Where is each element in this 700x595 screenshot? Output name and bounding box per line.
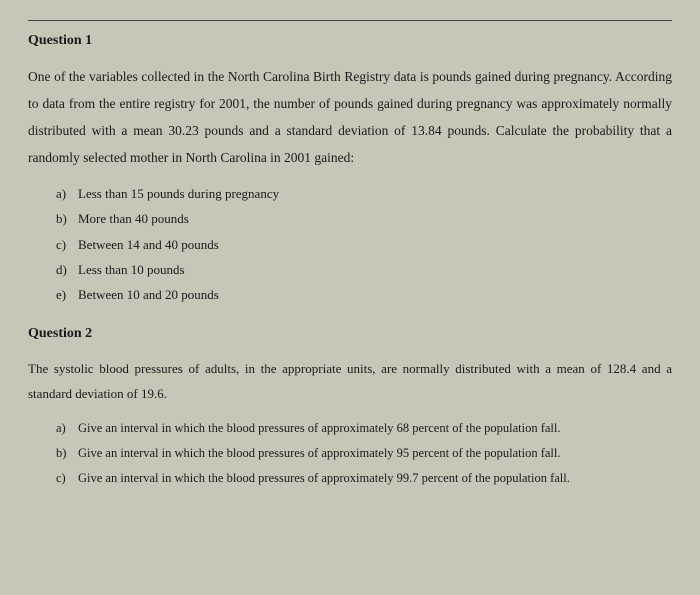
list-item: a) Give an interval in which the blood p… <box>56 416 672 441</box>
question-2-heading: Question 2 <box>28 326 672 342</box>
list-item: b) More than 40 pounds <box>56 206 672 231</box>
question-1-heading: Question 1 <box>28 33 672 49</box>
item-label: b) <box>56 206 78 231</box>
item-text: Give an interval in which the blood pres… <box>78 416 672 441</box>
question-2-list: a) Give an interval in which the blood p… <box>28 416 672 491</box>
item-text: Less than 15 pounds during pregnancy <box>78 181 672 206</box>
item-text: More than 40 pounds <box>78 206 672 231</box>
list-item: c) Give an interval in which the blood p… <box>56 466 672 491</box>
list-item: d) Less than 10 pounds <box>56 257 672 282</box>
list-item: a) Less than 15 pounds during pregnancy <box>56 181 672 206</box>
item-text: Less than 10 pounds <box>78 257 672 282</box>
top-rule <box>28 20 672 21</box>
question-1-list: a) Less than 15 pounds during pregnancy … <box>28 181 672 308</box>
item-label: a) <box>56 416 78 441</box>
item-label: c) <box>56 466 78 491</box>
item-label: a) <box>56 181 78 206</box>
item-text: Between 14 and 40 pounds <box>78 232 672 257</box>
item-text: Give an interval in which the blood pres… <box>78 441 672 466</box>
item-label: c) <box>56 232 78 257</box>
list-item: b) Give an interval in which the blood p… <box>56 441 672 466</box>
list-item: c) Between 14 and 40 pounds <box>56 232 672 257</box>
item-label: b) <box>56 441 78 466</box>
item-text: Between 10 and 20 pounds <box>78 282 672 307</box>
item-text: Give an interval in which the blood pres… <box>78 466 672 491</box>
question-1-body: One of the variables collected in the No… <box>28 63 672 171</box>
question-2-body: The systolic blood pressures of adults, … <box>28 356 672 407</box>
item-label: d) <box>56 257 78 282</box>
list-item: e) Between 10 and 20 pounds <box>56 282 672 307</box>
item-label: e) <box>56 282 78 307</box>
